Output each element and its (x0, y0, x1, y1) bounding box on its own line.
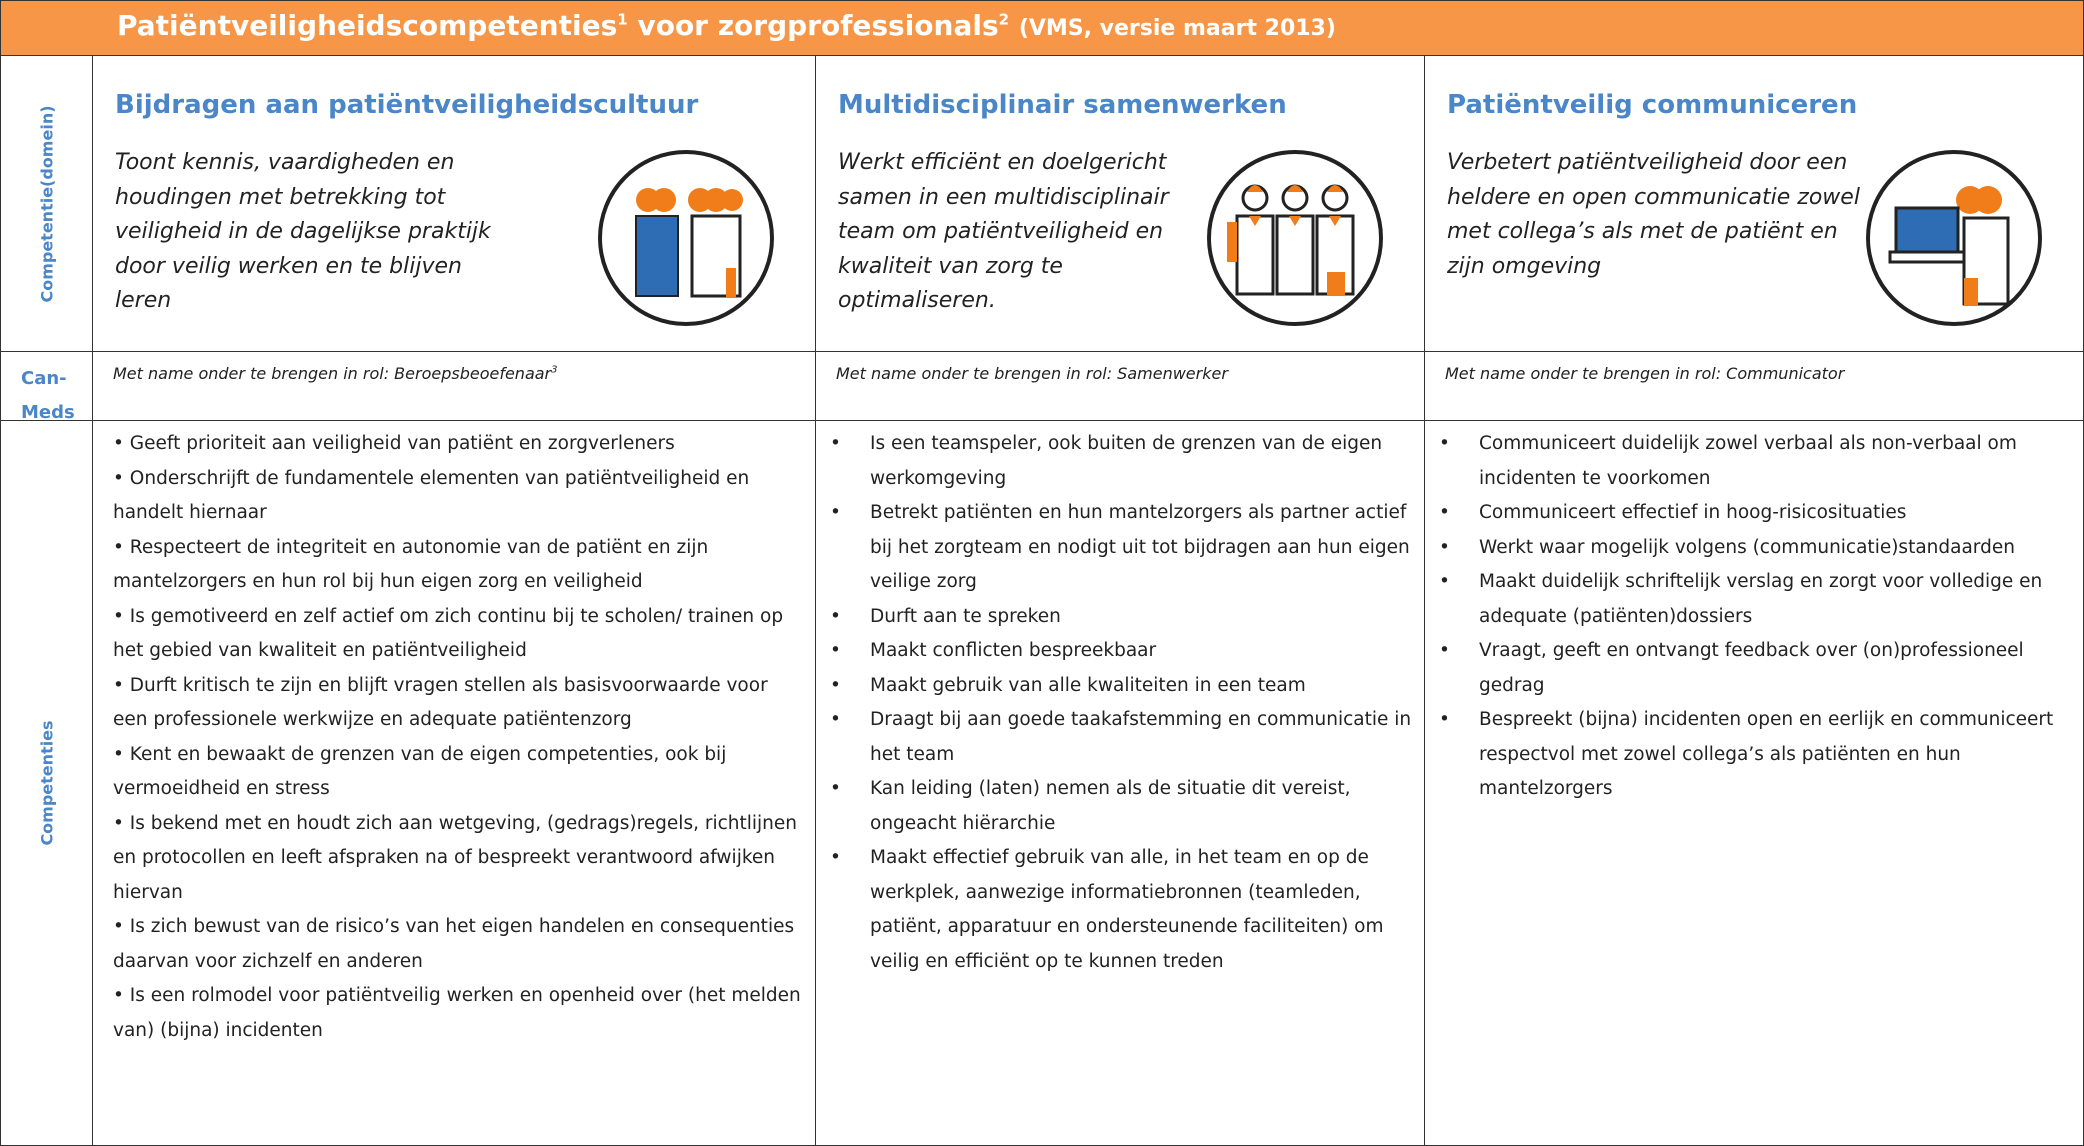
domain-heading: Multidisciplinair samenwerken (838, 90, 1287, 120)
domain-heading: Patiëntveilig communiceren (1447, 90, 1858, 120)
domain-heading: Bijdragen aan patiëntveiligheidscultuur (115, 90, 699, 120)
title-main: Patiëntveiligheidscompetenties (117, 9, 618, 42)
competency-item: Bespreekt (bijna) incidenten open en eer… (1439, 703, 2071, 807)
competency-item: Maakt gebruik van alle kwaliteiten in ee… (830, 669, 1412, 704)
illustration (1866, 150, 2042, 326)
canmeds-cell: Met name onder te brengen in rol: Beroep… (93, 352, 816, 421)
competency-item: Respecteert de integriteit en autonomie … (113, 531, 805, 600)
competency-item: Durft aan te spreken (830, 600, 1412, 635)
competency-item: Durft kritisch te zijn en blijft vragen … (113, 669, 805, 738)
competency-list: Is een teamspeler, ook buiten de grenzen… (830, 427, 1412, 979)
competency-item: Maakt conflicten bespreekbaar (830, 634, 1412, 669)
competency-list: Geeft prioriteit aan veiligheid van pati… (113, 427, 805, 1048)
canmeds-cell: Met name onder te brengen in rol: Commun… (1425, 352, 2084, 421)
illustration (1207, 150, 1383, 326)
competencies-cell: Communiceert duidelijk zowel verbaal als… (1425, 421, 2084, 1146)
competency-item: Geeft prioriteit aan veiligheid van pati… (113, 427, 805, 462)
competency-item: Maakt duidelijk schriftelijk verslag en … (1439, 565, 2071, 634)
domain-cell: Multidisciplinair samenwerken Werkt effic… (816, 56, 1425, 352)
row-label: Competenties (37, 720, 56, 846)
row-label: Competentie(domein) (37, 104, 56, 303)
competency-item: Is gemotiveerd en zelf actief om zich co… (113, 600, 805, 669)
competency-list: Communiceert duidelijk zowel verbaal als… (1439, 427, 2071, 807)
title: Patiëntveiligheidscompetenties1 voor zor… (117, 9, 1336, 42)
competency-item: Maakt effectief gebruik van alle, in het… (830, 841, 1412, 979)
row-label-cell: Competentie(domein) (0, 56, 93, 352)
competency-item: Werkt waar mogelijk volgens (communicati… (1439, 531, 2071, 566)
competency-item: Communiceert effectief in hoog-risicosit… (1439, 496, 2071, 531)
competencies-cell: Geeft prioriteit aan veiligheid van pati… (93, 421, 816, 1146)
competency-item: Onderschrijft de fundamentele elementen … (113, 462, 805, 531)
domain-cell: Patiëntveilig communiceren Verbetert pati… (1425, 56, 2084, 352)
competency-item: Betrekt patiënten en hun mantelzorgers a… (830, 496, 1412, 600)
illustration (598, 150, 774, 326)
header-bar: Patiëntveiligheidscompetenties1 voor zor… (0, 0, 2084, 56)
competency-item: Kan leiding (laten) nemen als de situati… (830, 772, 1412, 841)
canmeds-role: Met name onder te brengen in rol: Commun… (1445, 364, 1844, 383)
competency-item: Vraagt, geeft en ontvangt feedback over … (1439, 634, 2071, 703)
row-label: Can-Meds (21, 368, 75, 423)
competency-item: Is een rolmodel voor patiëntveilig werke… (113, 979, 805, 1048)
canmeds-role-text: Met name onder te brengen in rol: Commun… (1445, 364, 1845, 383)
competency-item: Is zich bewust van de risico’s van het e… (113, 910, 805, 979)
domain-description: Toont kennis, vaardigheden en houdingen … (115, 150, 491, 313)
domain-description: Werkt efficiënt en doelgericht samen in … (838, 150, 1169, 313)
title-note: (VMS, versie maart 2013) (1018, 16, 1336, 41)
footnote-mark: 2 (998, 10, 1010, 29)
domain-description: Verbetert patiëntveiligheid door een hel… (1447, 150, 1860, 279)
footnote-mark: 3 (551, 364, 558, 376)
row-label-cell: Can-Meds (0, 352, 93, 423)
row-label-cell: Competenties (0, 421, 93, 1146)
footnote-mark: 1 (617, 10, 628, 29)
competency-item: Communiceert duidelijk zowel verbaal als… (1439, 427, 2071, 496)
title-middle: voor zorgprofessionals (637, 9, 999, 42)
canmeds-role-text: Met name onder te brengen in rol: Samenw… (836, 364, 1228, 383)
canmeds-role: Met name onder te brengen in rol: Samenw… (836, 364, 1228, 383)
competency-item: Kent en bewaakt de grenzen van de eigen … (113, 738, 805, 807)
competency-item: Draagt bij aan goede taakafstemming en c… (830, 703, 1412, 772)
competencies-cell: Is een teamspeler, ook buiten de grenzen… (816, 421, 1425, 1146)
competency-item: Is bekend met en houdt zich aan wetgevin… (113, 807, 805, 911)
canmeds-cell: Met name onder te brengen in rol: Samenw… (816, 352, 1425, 421)
canmeds-role: Met name onder te brengen in rol: Beroep… (113, 364, 558, 383)
domain-cell: Bijdragen aan patiëntveiligheidscultuur T… (93, 56, 816, 352)
canmeds-role-text: Met name onder te brengen in rol: Beroep… (113, 364, 552, 383)
competency-item: Is een teamspeler, ook buiten de grenzen… (830, 427, 1412, 496)
